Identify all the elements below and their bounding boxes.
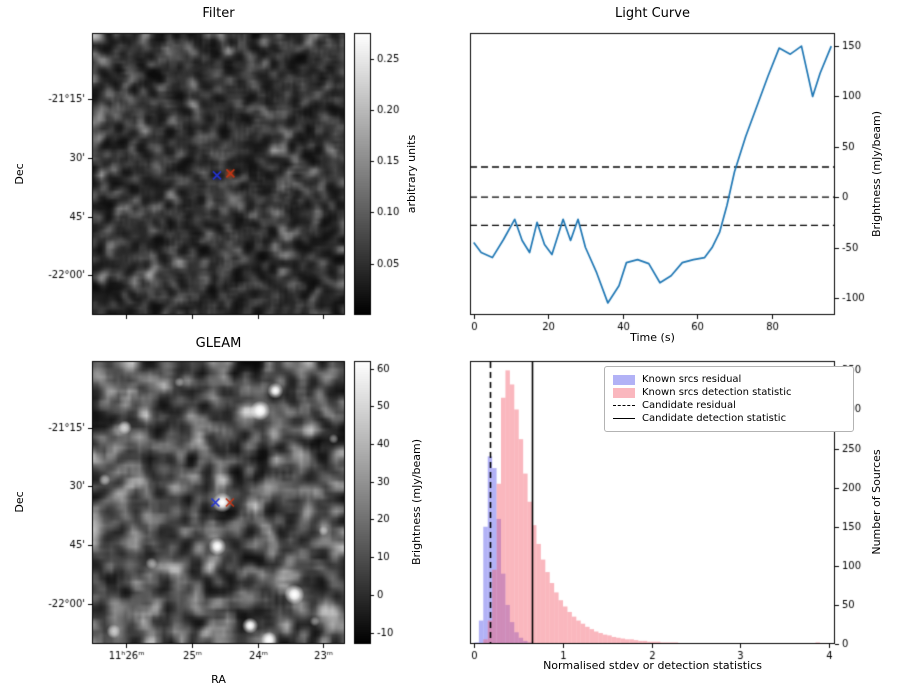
legend-item-candidate-detection: Candidate detection statistic — [613, 413, 845, 424]
lightcurve-xlabel: Time (s) — [630, 331, 675, 344]
legend-label-residual: Known srcs residual — [642, 374, 742, 385]
legend-item-candidate-residual: Candidate residual — [613, 400, 845, 411]
lightcurve-ylabel: Brightness (mJy/beam) — [870, 110, 883, 238]
gleam-title: GLEAM — [195, 336, 242, 351]
legend-solid-line-sample — [613, 418, 635, 419]
legend-label-detection: Known srcs detection statistic — [642, 387, 792, 398]
legend-dashed-line-sample — [613, 405, 635, 406]
gleam-xlabel: RA — [211, 673, 226, 686]
hist-ylabel: Number of Sources — [870, 449, 883, 555]
filter-colorbar-label: arbitrary units — [405, 134, 418, 214]
histogram-legend: Known srcs residual Known srcs detection… — [604, 366, 854, 432]
legend-swatch-residual — [613, 374, 635, 385]
gleam-ylabel: Dec — [13, 491, 26, 513]
legend-label-candidate-detection: Candidate detection statistic — [642, 413, 787, 424]
legend-item-detection: Known srcs detection statistic — [613, 387, 845, 398]
gleam-colorbar-label: Brightness (mJy/beam) — [410, 438, 423, 566]
legend-item-residual: Known srcs residual — [613, 374, 845, 385]
hist-xlabel: Normalised stdev or detection statistics — [543, 659, 762, 672]
legend-label-candidate-residual: Candidate residual — [642, 400, 736, 411]
legend-swatch-detection — [613, 387, 635, 398]
filter-title: Filter — [202, 6, 235, 21]
filter-ylabel: Dec — [13, 163, 26, 185]
lightcurve-title: Light Curve — [615, 6, 690, 21]
